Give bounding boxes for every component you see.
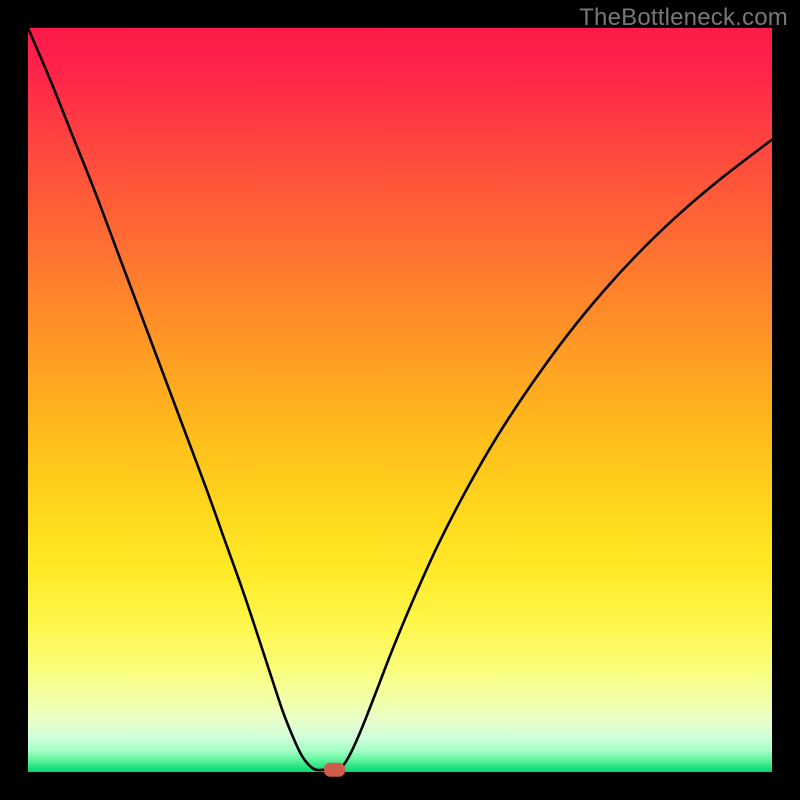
plot-background: [28, 28, 772, 772]
bottleneck-chart-svg: [0, 0, 800, 800]
watermark-text: TheBottleneck.com: [579, 4, 788, 32]
chart-container: TheBottleneck.com: [0, 0, 800, 800]
optimal-point-marker: [324, 763, 345, 777]
